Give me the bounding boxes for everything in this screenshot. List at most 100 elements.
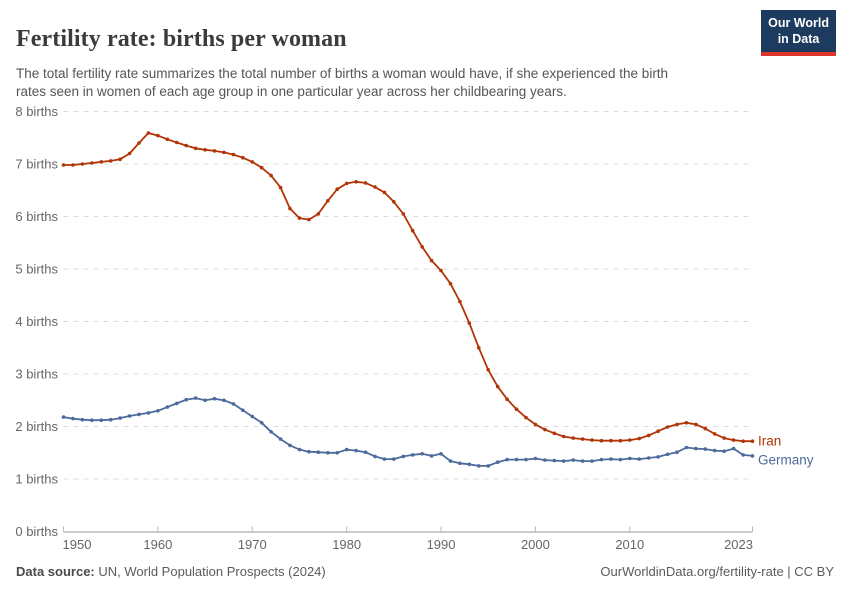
iran-point <box>420 245 425 249</box>
iran-point <box>741 439 745 444</box>
owid-logo[interactable]: Our World in Data <box>761 10 836 56</box>
iran-point <box>552 431 557 436</box>
germany-point <box>184 397 188 402</box>
chart-subtitle: The total fertility rate summarizes the … <box>16 65 669 99</box>
iran-point <box>656 429 660 434</box>
iran-point <box>467 321 472 325</box>
germany-point <box>561 459 566 463</box>
y-axis-label: 2 births <box>15 419 58 434</box>
germany-point <box>108 417 113 422</box>
y-axis-label: 7 births <box>15 157 58 172</box>
germany-point <box>288 443 292 448</box>
germany-point <box>533 456 538 461</box>
iran-line[interactable] <box>62 132 754 443</box>
iran-point <box>533 422 538 427</box>
germany-point <box>448 459 453 463</box>
data-source-label: Data source: <box>16 564 95 579</box>
iran-point <box>165 137 170 142</box>
iran-point <box>127 151 132 156</box>
germany-point <box>665 452 670 457</box>
germany-point <box>354 448 358 453</box>
germany-point <box>326 451 330 455</box>
iran-point <box>307 217 311 222</box>
germany-point <box>392 457 396 461</box>
germany-point <box>382 457 387 461</box>
x-axis-tick-label: 1960 <box>143 537 172 552</box>
germany-point <box>127 414 132 418</box>
iran-point <box>137 141 141 145</box>
iran-point <box>363 181 368 185</box>
germany-point <box>156 409 160 413</box>
germany-point <box>637 457 641 461</box>
iran-point <box>278 185 283 190</box>
germany-point <box>278 437 283 441</box>
iran-point <box>609 438 613 443</box>
germany-point <box>495 460 500 465</box>
germany-series-label[interactable]: Germany <box>758 452 814 467</box>
iran-point <box>410 228 415 233</box>
iran-point <box>628 438 632 442</box>
germany-point <box>165 405 170 409</box>
germany-point <box>439 452 443 456</box>
germany-point <box>731 446 736 451</box>
iran-point <box>231 152 236 157</box>
germany-point <box>316 450 321 455</box>
iran-point <box>392 200 396 204</box>
iran-point <box>71 163 75 167</box>
iran-point <box>429 258 434 263</box>
data-source: Data source: UN, World Population Prospe… <box>16 564 326 579</box>
germany-point <box>618 457 623 462</box>
iran-point <box>382 190 387 195</box>
credit-line: OurWorldinData.org/fertility-rate | CC B… <box>600 564 834 579</box>
x-axis-tick-label: 1980 <box>332 537 361 552</box>
iran-point <box>146 131 151 135</box>
germany-point <box>628 456 632 461</box>
germany-point <box>222 398 226 403</box>
germany-point <box>571 458 575 462</box>
iran-point <box>156 133 160 138</box>
germany-point <box>599 457 604 462</box>
x-axis-tick-label: 1990 <box>427 537 456 552</box>
data-source-text: UN, World Population Prospects (2024) <box>94 564 326 579</box>
germany-point <box>269 430 273 434</box>
germany-point <box>684 445 689 450</box>
iran-point <box>694 422 698 427</box>
iran-point <box>61 163 66 167</box>
germany-point <box>118 416 122 420</box>
germany-point <box>259 421 264 425</box>
iran-point <box>495 384 500 389</box>
iran-point <box>354 180 358 184</box>
germany-point <box>703 447 708 451</box>
iran-point <box>665 425 670 429</box>
iran-series-label[interactable]: Iran <box>758 434 781 449</box>
y-axis-label: 5 births <box>15 262 58 277</box>
iran-point <box>212 149 217 153</box>
germany-point <box>429 454 434 458</box>
y-axis-label: 4 births <box>15 314 58 329</box>
germany-point <box>307 449 311 454</box>
germany-point <box>646 456 651 460</box>
iran-point <box>524 415 528 420</box>
owid-logo-line1: Our World <box>768 16 829 30</box>
germany-point <box>193 396 198 400</box>
iran-point <box>571 436 575 440</box>
iran-point <box>543 427 547 432</box>
germany-point <box>71 416 75 421</box>
germany-point <box>741 453 745 457</box>
germany-point <box>477 464 481 468</box>
iran-point <box>477 346 481 350</box>
iran-point <box>99 160 104 164</box>
germany-point <box>410 453 415 457</box>
germany-point <box>344 447 349 452</box>
germany-point <box>505 457 509 462</box>
iran-point <box>118 157 122 162</box>
iran-point <box>401 212 406 216</box>
germany-point <box>99 418 104 423</box>
owid-logo-line2: in Data <box>777 32 820 47</box>
germany-point <box>80 417 85 422</box>
germany-point <box>420 452 425 456</box>
germany-point <box>694 446 698 451</box>
iran-point <box>731 438 736 442</box>
